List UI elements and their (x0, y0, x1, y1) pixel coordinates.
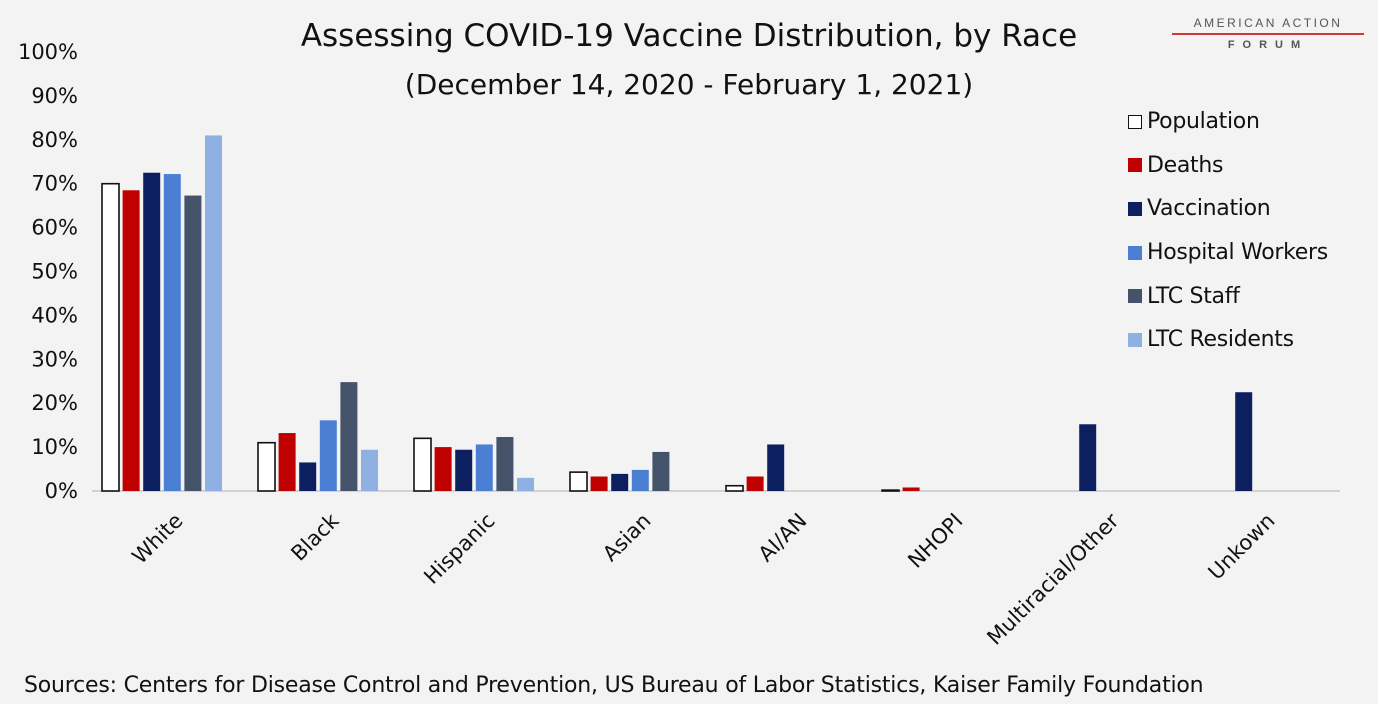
bar-deaths (746, 476, 764, 491)
bar-population (881, 489, 900, 492)
bar-hospital-workers (319, 420, 337, 491)
y-tick-label: 60% (31, 216, 78, 240)
y-tick-label: 20% (31, 391, 78, 415)
legend-item: Hospital Workers (1128, 231, 1328, 275)
brand-line-1: AMERICAN ACTION (1193, 16, 1343, 30)
x-tick-label: Multiracial/Other (982, 508, 1123, 649)
legend-swatch (1128, 158, 1142, 173)
x-tick-label: Black (286, 508, 344, 566)
legend-item: Deaths (1128, 144, 1328, 188)
legend-label: LTC Staff (1147, 283, 1240, 309)
chart-title: Assessing COVID-19 Vaccine Distribution,… (300, 18, 1078, 54)
brand-line-2: FORUM (1227, 39, 1309, 51)
legend-item: LTC Staff (1128, 274, 1328, 318)
bar-deaths (278, 433, 296, 491)
legend-swatch (1128, 289, 1142, 304)
bar-population (569, 471, 588, 492)
bar-hospital-workers (631, 469, 649, 491)
x-tick-label: White (127, 509, 187, 569)
bar-ltc-residents (205, 135, 222, 491)
legend-swatch (1128, 114, 1142, 129)
x-tick-label: NHOPI (903, 509, 967, 573)
bar-ltc-residents (517, 477, 534, 491)
brand-logo: AMERICAN ACTION FORUM (1172, 16, 1364, 51)
bar-vaccination (611, 473, 629, 491)
chart-legend: Population Deaths Vaccination Hospital Work… (1128, 100, 1328, 362)
bar-population (257, 441, 276, 492)
y-tick-label: 0% (45, 479, 78, 503)
y-tick-label: 90% (31, 84, 78, 108)
brand-divider (1172, 33, 1364, 35)
legend-swatch (1128, 201, 1142, 216)
legend-item: Vaccination (1128, 187, 1328, 231)
source-note: Sources: Centers for Disease Control and… (24, 673, 1204, 698)
bar-population (413, 437, 432, 492)
y-tick-label: 100% (18, 40, 78, 64)
bar-vaccination (767, 444, 785, 491)
bar-population (101, 182, 120, 492)
x-tick-label: Hispanic (419, 509, 499, 589)
legend-item: LTC Residents (1128, 318, 1328, 362)
legend-item: Population (1128, 100, 1328, 144)
y-tick-label: 50% (31, 260, 78, 284)
bar-vaccination (143, 172, 161, 491)
y-tick-label: 80% (31, 128, 78, 152)
bar-vaccination (1235, 392, 1253, 491)
legend-label: LTC Residents (1147, 327, 1294, 353)
x-tick-label: Unkown (1204, 509, 1280, 585)
bar-hospital-workers (475, 444, 493, 491)
bar-vaccination (1079, 424, 1097, 491)
bar-deaths (590, 476, 608, 491)
bar-deaths (902, 487, 920, 491)
y-tick-label: 30% (31, 347, 78, 371)
legend-swatch (1128, 245, 1142, 260)
bar-vaccination (455, 449, 473, 491)
bar-ltc-staff (340, 382, 358, 491)
bar-population (725, 484, 744, 492)
bar-ltc-staff (496, 437, 514, 491)
legend-swatch (1128, 332, 1142, 347)
legend-label: Deaths (1147, 152, 1224, 178)
y-tick-label: 70% (31, 172, 78, 196)
bar-ltc-staff (652, 451, 670, 491)
bar-ltc-residents (361, 449, 378, 491)
x-tick-label: AI/AN (754, 509, 812, 567)
legend-label: Vaccination (1147, 196, 1271, 222)
x-tick-label: Asian (598, 509, 656, 567)
bar-hospital-workers (163, 174, 181, 492)
y-tick-label: 40% (31, 303, 78, 327)
bar-deaths (434, 447, 452, 491)
bar-vaccination (299, 462, 317, 491)
bar-deaths (122, 190, 140, 491)
legend-label: Population (1147, 109, 1260, 135)
chart-subtitle: (December 14, 2020 - February 1, 2021) (404, 68, 974, 101)
y-tick-label: 10% (31, 435, 78, 459)
legend-label: Hospital Workers (1147, 240, 1328, 266)
bar-ltc-staff (184, 195, 202, 492)
